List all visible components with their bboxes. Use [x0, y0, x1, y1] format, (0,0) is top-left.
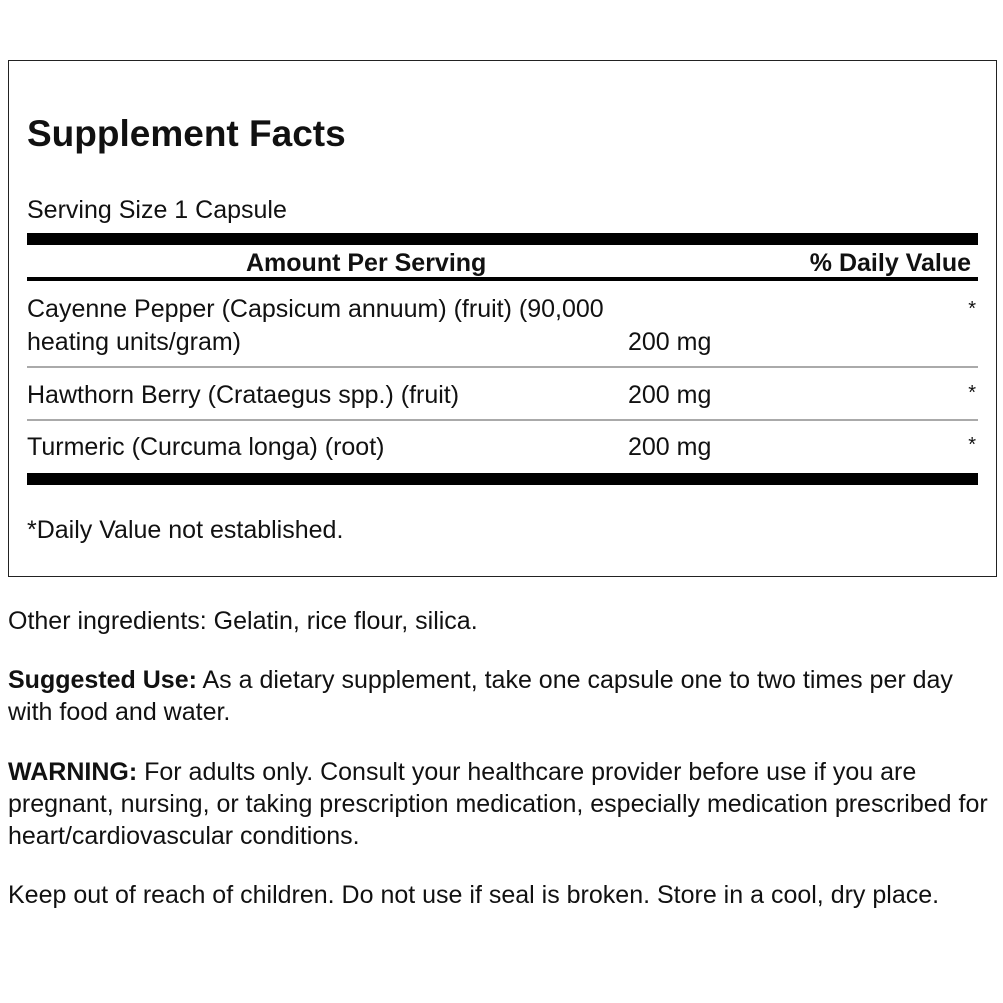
suggested-use: Suggested Use: As a dietary supplement, … — [8, 664, 998, 728]
warning: WARNING: For adults only. Consult your h… — [8, 756, 998, 852]
ingredient-name: Cayenne Pepper (Capsicum annuum) (fruit)… — [27, 295, 604, 323]
ingredient-name: Turmeric (Curcuma longa) (root) — [27, 433, 385, 461]
serving-size: Serving Size 1 Capsule — [27, 196, 287, 224]
row-divider — [27, 366, 978, 368]
thick-divider — [27, 473, 978, 485]
suggested-use-text: As a dietary supplement, take one capsul… — [8, 666, 953, 726]
ingredient-dv: * — [968, 434, 976, 456]
warning-label: WARNING: — [8, 758, 138, 786]
footnote: *Daily Value not established. — [27, 516, 344, 544]
ingredient-amount: 200 mg — [628, 433, 712, 461]
panel-title: Supplement Facts — [27, 113, 346, 154]
header-divider — [27, 277, 978, 281]
warning-text: For adults only. Consult your healthcare… — [8, 758, 988, 850]
header-amount: Amount Per Serving — [246, 249, 487, 277]
ingredient-dv: * — [968, 298, 976, 320]
storage-instructions: Keep out of reach of children. Do not us… — [8, 881, 940, 909]
row-divider — [27, 419, 978, 421]
ingredient-amount: 200 mg — [628, 381, 712, 409]
other-ingredients: Other ingredients: Gelatin, rice flour, … — [8, 607, 478, 635]
ingredient-amount: 200 mg — [628, 328, 712, 356]
thick-divider — [27, 233, 978, 245]
ingredient-name-line2: heating units/gram) — [27, 328, 242, 356]
ingredient-dv: * — [968, 382, 976, 404]
suggested-use-label: Suggested Use: — [8, 666, 197, 694]
supplement-facts-panel — [8, 60, 997, 577]
header-daily-value: % Daily Value — [809, 249, 971, 277]
ingredient-name: Hawthorn Berry (Crataegus spp.) (fruit) — [27, 381, 460, 409]
